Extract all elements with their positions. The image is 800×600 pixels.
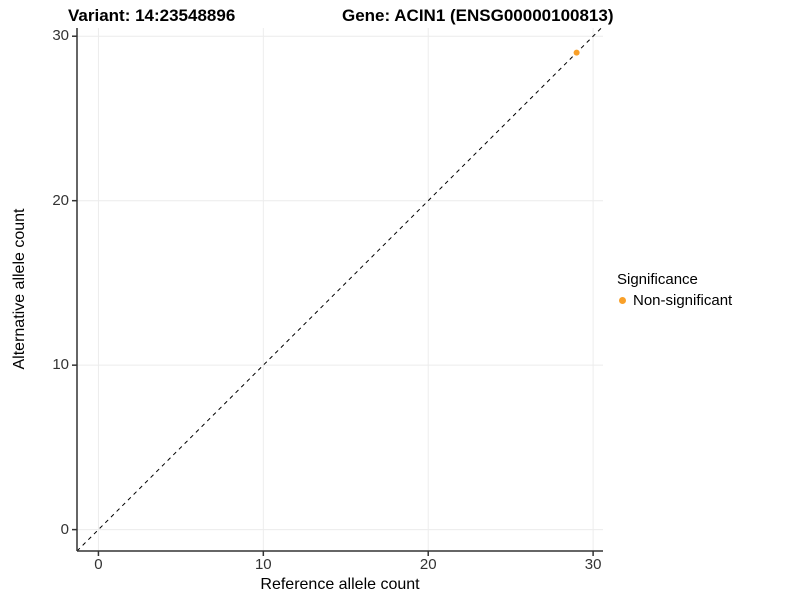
data-point xyxy=(573,49,580,56)
x-tick-label: 0 xyxy=(94,556,103,573)
x-tick-label: 30 xyxy=(584,556,602,573)
x-axis-title: Reference allele count xyxy=(260,576,420,593)
legend: Significance Non-significant xyxy=(617,271,732,309)
x-tick-label: 20 xyxy=(419,556,437,573)
y-tick-label: 10 xyxy=(52,356,69,374)
legend-title: Significance xyxy=(617,271,698,288)
legend-item: Non-significant xyxy=(617,292,732,309)
legend-items: Non-significant xyxy=(617,292,732,309)
y-tick-label: 30 xyxy=(52,27,69,45)
plot-title-variant: Variant: 14:23548896 xyxy=(68,6,236,25)
y-tick-label: 0 xyxy=(60,520,69,538)
identity-dashed-line xyxy=(76,27,602,552)
y-tick-label: 20 xyxy=(52,191,69,209)
legend-item-label: Non-significant xyxy=(633,292,733,309)
plot-title-gene: Gene: ACIN1 (ENSG00000100813) xyxy=(342,6,614,25)
x-tick-label: 10 xyxy=(254,556,272,573)
legend-point-icon xyxy=(619,297,626,304)
